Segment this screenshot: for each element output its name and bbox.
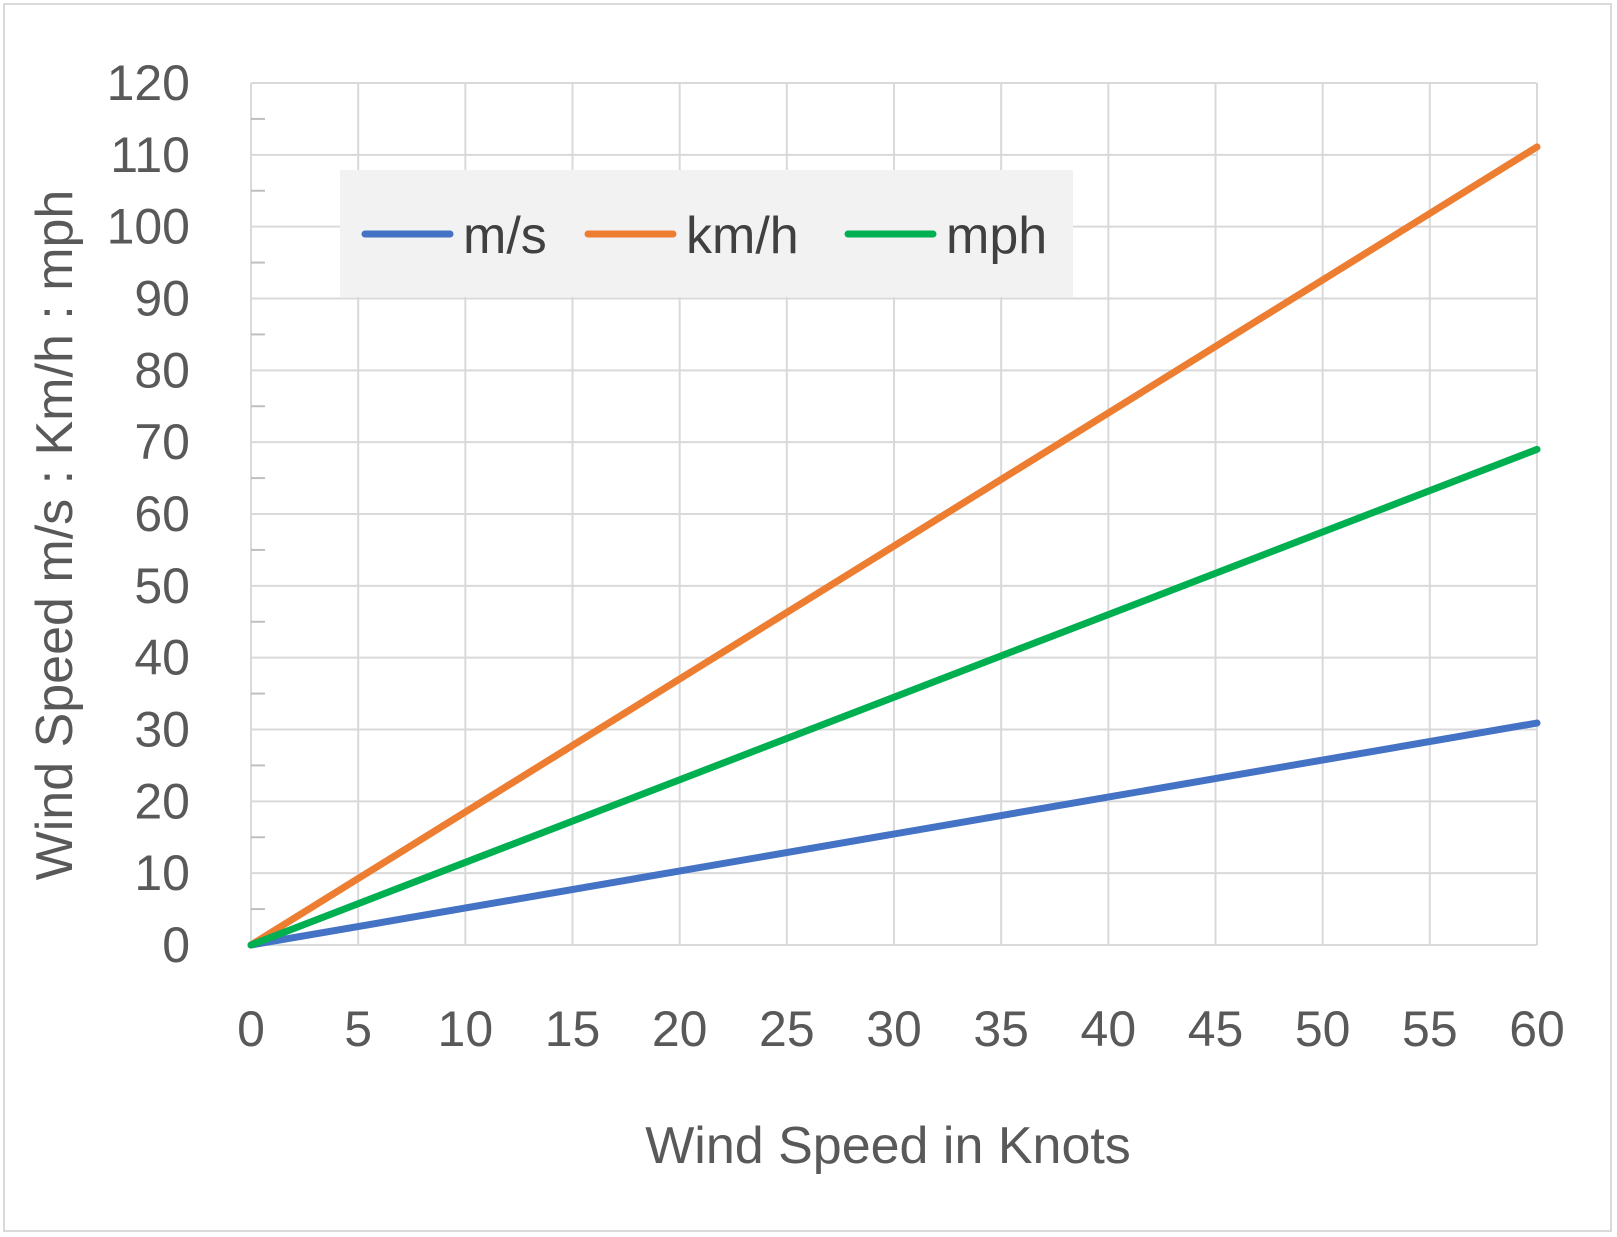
y-tick-label: 80: [134, 342, 190, 398]
y-tick-label: 70: [134, 414, 190, 470]
y-tick-label: 110: [110, 127, 190, 183]
grid-lines: [250, 82, 1538, 946]
x-tick-label: 25: [759, 1001, 815, 1057]
x-tick-label: 40: [1081, 1001, 1137, 1057]
x-axis-ticks: 0 5 10 15 20 25 30 35 40 45 50 55 60: [237, 1001, 1565, 1057]
y-tick-label: 10: [134, 845, 190, 901]
y-tick-label: 60: [134, 486, 190, 542]
x-tick-label: 15: [545, 1001, 601, 1057]
x-tick-label: 60: [1509, 1001, 1565, 1057]
y-tick-label: 120: [107, 55, 190, 111]
y-axis-title: Wind Speed m/s : Km/h : mph: [26, 190, 84, 881]
x-tick-label: 30: [866, 1001, 922, 1057]
x-tick-label: 50: [1295, 1001, 1351, 1057]
legend: m/s km/h mph: [340, 170, 1073, 297]
x-tick-label: 20: [652, 1001, 708, 1057]
y-axis-ticks: 0 10 20 30 40 50 60 70 80 90 100 110 120: [107, 55, 190, 973]
legend-background: [340, 170, 1073, 297]
x-tick-label: 5: [344, 1001, 372, 1057]
x-tick-label: 10: [438, 1001, 494, 1057]
y-tick-label: 40: [134, 630, 190, 686]
y-tick-label: 20: [134, 773, 190, 829]
y-tick-label: 100: [107, 199, 190, 255]
series-line-mph: [247, 445, 1541, 949]
series-lines: [247, 143, 1541, 949]
x-axis-title: Wind Speed in Knots: [645, 1117, 1131, 1175]
y-tick-label: 90: [134, 271, 190, 327]
series-line-m-s: [247, 719, 1541, 949]
y-tick-label: 50: [134, 558, 190, 614]
y-tick-label: 0: [162, 917, 190, 973]
legend-label: m/s: [463, 207, 547, 265]
x-tick-label: 45: [1188, 1001, 1244, 1057]
x-tick-label: 35: [973, 1001, 1029, 1057]
legend-label: mph: [946, 207, 1047, 265]
x-tick-label: 55: [1402, 1001, 1458, 1057]
series-line-km-h: [247, 143, 1541, 949]
legend-label: km/h: [686, 207, 799, 265]
x-tick-label: 0: [237, 1001, 265, 1057]
y-tick-label: 30: [134, 702, 190, 758]
